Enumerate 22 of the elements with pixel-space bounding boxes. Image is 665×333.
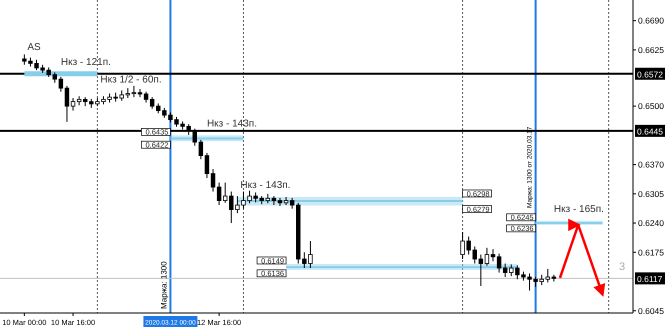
y-tick-label: 0.6175 bbox=[638, 247, 664, 258]
annotation: Нкз 1/2 - 60п. bbox=[100, 74, 162, 86]
y-tick-label: 0.6690 bbox=[638, 16, 664, 26]
ref-line-label: 0.6445 bbox=[637, 126, 664, 136]
ref-line-label: 0.6572 bbox=[637, 69, 664, 80]
y-tick-label: 0.6370 bbox=[638, 160, 664, 170]
annotation: Нкз - 165п. bbox=[554, 204, 604, 215]
candlestick bbox=[174, 116, 179, 128]
annotation: 3 bbox=[619, 261, 626, 273]
annotation: AS bbox=[27, 42, 42, 53]
candlestick bbox=[34, 59, 39, 71]
y-tick-label: 0.6240 bbox=[638, 218, 664, 228]
y-tick-label: 0.6305 bbox=[638, 188, 664, 199]
annotation: Нкз - 143п. bbox=[240, 180, 290, 191]
annotation: Маржа: 1300 bbox=[159, 260, 168, 309]
y-tick-label: 0.6625 bbox=[638, 44, 664, 55]
annotation: Нкз - 143п. bbox=[206, 118, 258, 130]
ref-line-label: 0.6117 bbox=[637, 274, 663, 284]
annotation: Нкз - 121п. bbox=[60, 56, 111, 68]
candlestick bbox=[490, 248, 496, 262]
y-tick-label: 0.6045 bbox=[638, 306, 664, 316]
y-tick-label: 0.6500 bbox=[638, 101, 664, 112]
